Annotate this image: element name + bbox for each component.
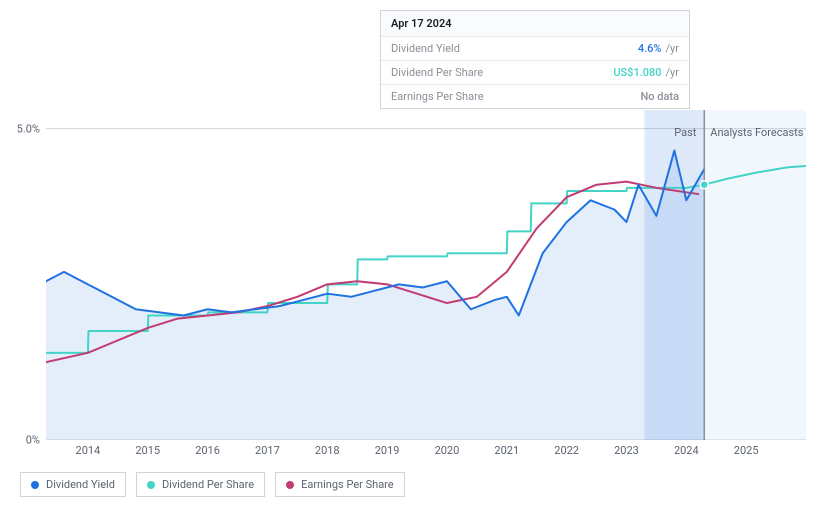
x-tick-label: 2018 <box>315 444 340 457</box>
plot-area[interactable] <box>46 110 806 440</box>
x-tick-label: 2023 <box>614 444 639 457</box>
x-tick-label: 2020 <box>435 444 460 457</box>
past-label: Past <box>674 126 696 139</box>
y-tick-label: 0% <box>26 434 40 447</box>
tooltip-row: Earnings Per Share No data <box>381 85 689 108</box>
tooltip-row-value: 4.6%/yr <box>638 42 679 55</box>
tooltip-row-value: No data <box>641 90 680 103</box>
x-tick-label: 2015 <box>135 444 160 457</box>
forecast-label: Analysts Forecasts <box>710 126 803 139</box>
y-axis: 0%5.0% <box>0 110 46 440</box>
legend-label: Earnings Per Share <box>301 478 394 491</box>
x-tick-label: 2019 <box>375 444 400 457</box>
y-tick-label: 5.0% <box>17 122 40 135</box>
legend-dot-icon <box>31 481 39 489</box>
tooltip-date: Apr 17 2024 <box>381 11 689 37</box>
legend-item[interactable]: Earnings Per Share <box>275 472 405 497</box>
x-tick-label: 2021 <box>494 444 519 457</box>
legend-label: Dividend Per Share <box>162 478 254 491</box>
x-tick-label: 2016 <box>195 444 220 457</box>
chart-container: Apr 17 2024 Dividend Yield4.6%/yrDividen… <box>0 0 821 508</box>
tooltip-row: Dividend Yield 4.6%/yr <box>381 37 689 61</box>
tooltip-row-label: Earnings Per Share <box>391 90 484 103</box>
legend-item[interactable]: Dividend Per Share <box>136 472 265 497</box>
x-tick-label: 2024 <box>674 444 699 457</box>
legend-dot-icon <box>286 481 294 489</box>
legend-label: Dividend Yield <box>46 478 115 491</box>
chart-svg <box>46 110 806 440</box>
x-tick-label: 2022 <box>554 444 579 457</box>
tooltip-row-label: Dividend Yield <box>391 42 460 55</box>
tooltip-panel: Apr 17 2024 Dividend Yield4.6%/yrDividen… <box>380 10 690 109</box>
x-tick-label: 2017 <box>255 444 280 457</box>
legend-item[interactable]: Dividend Yield <box>20 472 126 497</box>
legend-dot-icon <box>147 481 155 489</box>
x-tick-label: 2014 <box>76 444 101 457</box>
x-axis: 2014 2015 2016 2017 2018 2019 2020 2021 2022 2023… <box>46 440 806 460</box>
x-tick-label: 2025 <box>734 444 759 457</box>
tooltip-row: Dividend Per Share US$1.080/yr <box>381 61 689 85</box>
tooltip-row-value: US$1.080/yr <box>613 66 679 79</box>
tooltip-row-label: Dividend Per Share <box>391 66 483 79</box>
legend: Dividend Yield Dividend Per Share Earnings… <box>20 472 405 497</box>
